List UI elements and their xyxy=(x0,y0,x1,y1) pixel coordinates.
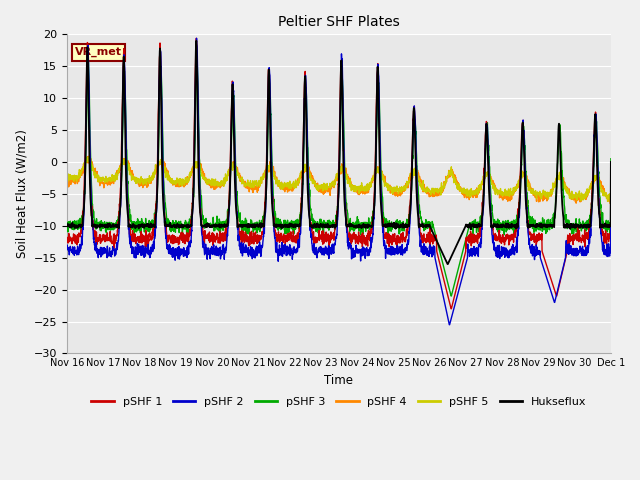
Title: Peltier SHF Plates: Peltier SHF Plates xyxy=(278,15,400,29)
Legend: pSHF 1, pSHF 2, pSHF 3, pSHF 4, pSHF 5, Hukseflux: pSHF 1, pSHF 2, pSHF 3, pSHF 4, pSHF 5, … xyxy=(87,393,591,412)
Text: VR_met: VR_met xyxy=(75,47,122,57)
X-axis label: Time: Time xyxy=(324,374,353,387)
Y-axis label: Soil Heat Flux (W/m2): Soil Heat Flux (W/m2) xyxy=(15,130,28,258)
